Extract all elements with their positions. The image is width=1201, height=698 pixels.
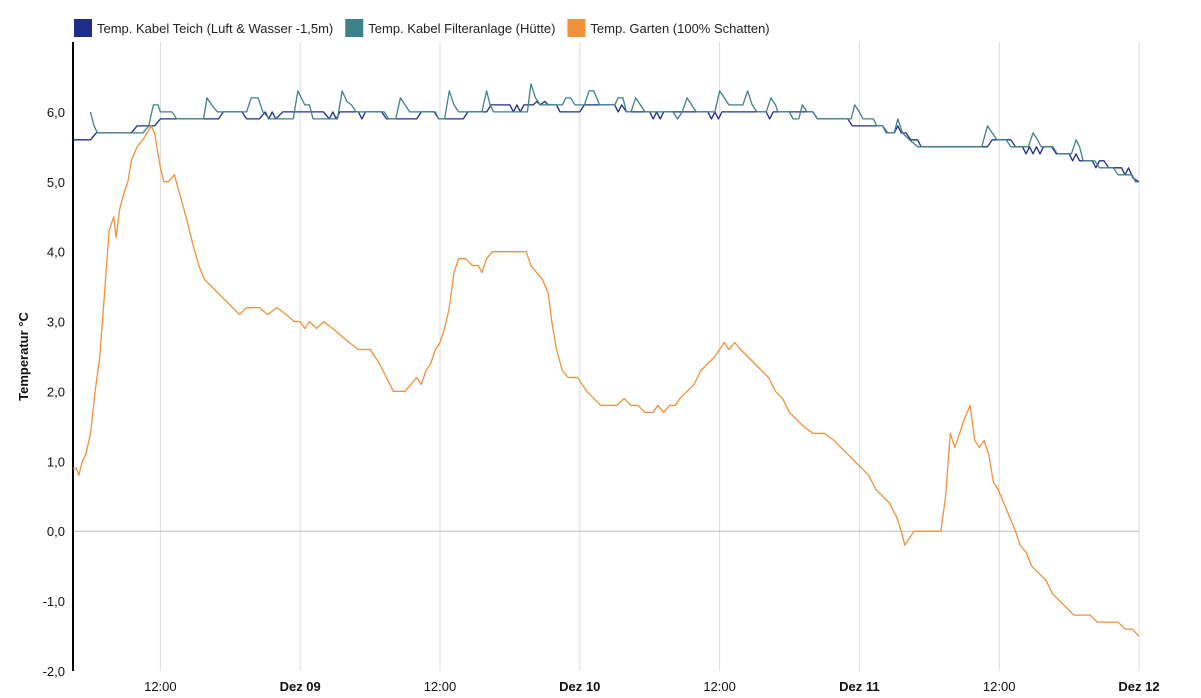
y-tick-label: 6,0 (47, 105, 65, 120)
legend-swatch[interactable] (345, 19, 364, 37)
series-line (73, 125, 1140, 637)
y-tick-label: 1,0 (47, 454, 65, 469)
legend-label[interactable]: Temp. Kabel Teich (Luft & Wasser -1,5m) (97, 21, 333, 36)
y-tick-label: -1,0 (43, 594, 65, 609)
series-line (89, 83, 1139, 183)
y-tick-label: 3,0 (47, 315, 65, 330)
series-lines (73, 83, 1140, 637)
legend-swatch[interactable] (74, 19, 92, 37)
y-tick-label: 5,0 (47, 175, 65, 190)
y-tick-label: 2,0 (47, 384, 65, 399)
series-line (73, 100, 1140, 183)
x-tick-label: 12:00 (144, 679, 177, 694)
legend-label[interactable]: Temp. Kabel Filteranlage (Hütte) (368, 21, 555, 36)
x-tick-label: 12:00 (983, 679, 1016, 694)
axes: -2,0 -1,0 0,0 1,0 2,0 3,0 4,0 5,0 6,0 12:00 Dez 09… (43, 42, 1160, 694)
y-axis-title: Temperatur °C (16, 312, 31, 401)
legend[interactable]: Temp. Kabel Teich (Luft & Wasser -1,5m) T… (74, 19, 770, 37)
x-tick-label: Dez 12 (1118, 679, 1159, 694)
x-tick-label: Dez 10 (559, 679, 600, 694)
x-tick-label: Dez 09 (280, 679, 321, 694)
y-tick-label: 0,0 (47, 524, 65, 539)
legend-label[interactable]: Temp. Garten (100% Schatten) (590, 21, 769, 36)
y-tick-label: 4,0 (47, 245, 65, 260)
x-tick-label: 12:00 (424, 679, 457, 694)
x-tick-label: 12:00 (703, 679, 736, 694)
grid (73, 42, 1140, 671)
x-tick-label: Dez 11 (839, 679, 879, 694)
legend-swatch[interactable] (567, 19, 586, 37)
y-tick-label: -2,0 (43, 664, 65, 679)
